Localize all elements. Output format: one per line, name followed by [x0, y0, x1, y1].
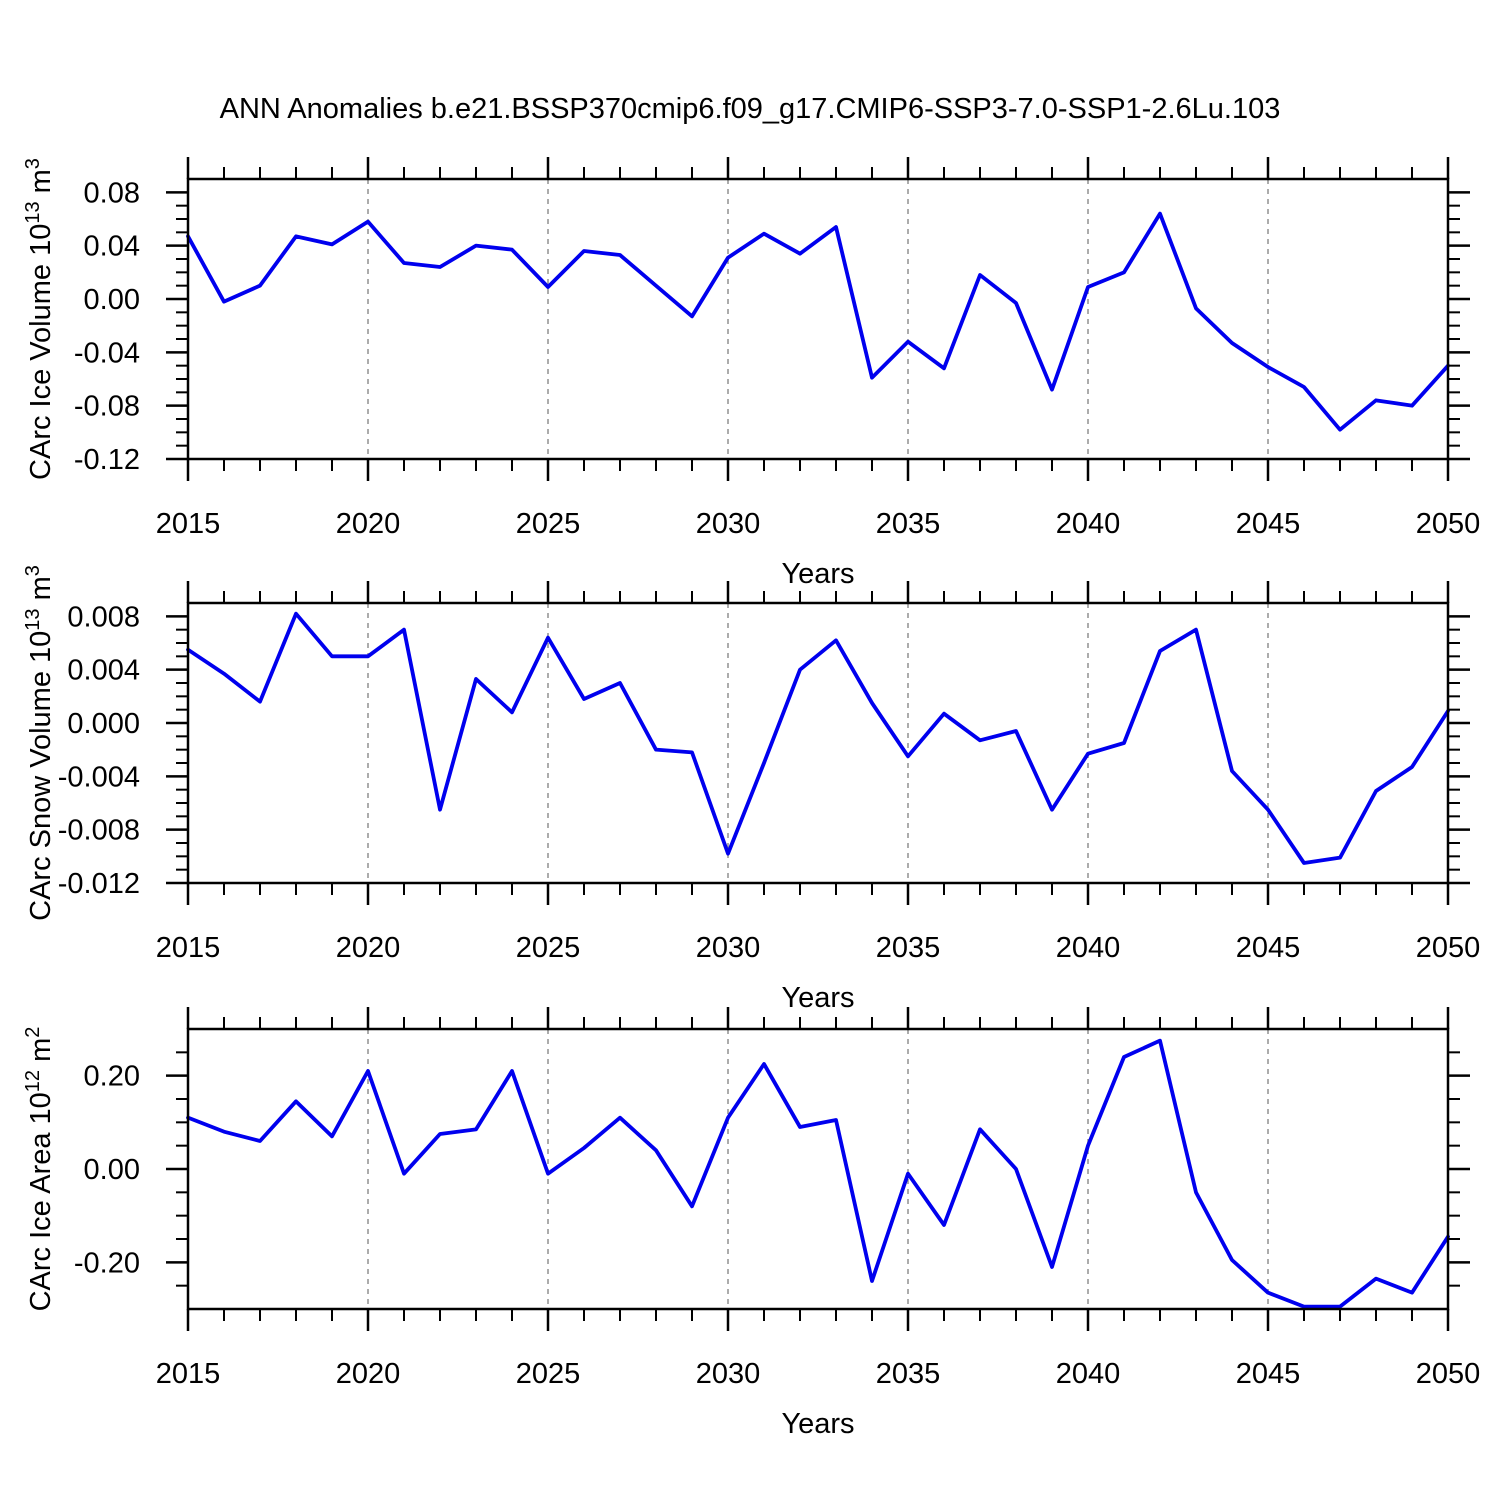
x-tick-label: 2025: [516, 508, 581, 540]
x-tick-label: 2020: [336, 932, 401, 964]
x-tick-label: 2020: [336, 508, 401, 540]
y-tick-label: -0.008: [58, 815, 140, 847]
x-tick-label: 2015: [156, 508, 221, 540]
x-tick-label: 2020: [336, 1358, 401, 1390]
panels-group: 0.08 0.04 0.00 -0.04 -0.08 -0.12 2015 2020 2025 2…: [22, 157, 1480, 1440]
y-axis-title: CArc Ice Volume 1013 m3: [22, 158, 57, 480]
x-tick-label: 2050: [1416, 932, 1481, 964]
y-tick-label: -0.08: [74, 391, 140, 423]
x-tick-label: 2045: [1236, 932, 1301, 964]
ice-volume-line: [186, 211, 1450, 432]
x-tick-label: 2025: [516, 932, 581, 964]
y-tick-label: -0.12: [74, 444, 140, 476]
x-tick-label: 2030: [696, 1358, 761, 1390]
plot-frame: [186, 601, 1450, 885]
y-axis-title: CArc Snow Volume 1013 m3: [22, 565, 57, 921]
y-tick-label: -0.012: [58, 868, 140, 900]
x-axis-title: Years: [781, 558, 854, 590]
x-tick-label: 2025: [516, 1358, 581, 1390]
y-tick-label: -0.004: [58, 761, 140, 793]
x-tick-label: 2030: [696, 508, 761, 540]
x-tick-label: 2045: [1236, 508, 1301, 540]
figure-title: ANN Anomalies b.e21.BSSP370cmip6.f09_g17…: [220, 93, 1281, 125]
y-axis-title: CArc Ice Area 1012 m2: [22, 1027, 57, 1312]
y-tick-label: 0.008: [67, 601, 140, 633]
x-tick-label: 2035: [876, 508, 941, 540]
x-tick-label: 2030: [696, 932, 761, 964]
panel-ice-area: 0.20 0.00 -0.20 2015 2020 2025 2030 2035 2040 204…: [22, 1007, 1480, 1440]
x-tick-label: 2035: [876, 932, 941, 964]
snow-volume-line: [186, 611, 1450, 865]
x-tick-label: 2045: [1236, 1358, 1301, 1390]
x-tick-label: 2015: [156, 932, 221, 964]
y-tick-label: -0.04: [74, 337, 140, 369]
ice-area-line: [186, 1038, 1450, 1309]
panel-ice-volume: 0.08 0.04 0.00 -0.04 -0.08 -0.12 2015 2020 2025 2…: [22, 157, 1480, 590]
x-tick-label: 2050: [1416, 508, 1481, 540]
x-tick-label: 2035: [876, 1358, 941, 1390]
y-tick-label: 0.00: [84, 284, 140, 316]
y-tick-label: 0.000: [67, 708, 140, 740]
x-tick-label: 2040: [1056, 932, 1121, 964]
y-tick-label: 0.20: [84, 1061, 140, 1093]
panel-snow-volume: 0.008 0.004 0.000 -0.004 -0.008 -0.012 2015 202…: [22, 565, 1480, 1014]
x-tick-label: 2040: [1056, 508, 1121, 540]
y-tick-label: 0.08: [84, 177, 140, 209]
y-tick-label: -0.20: [74, 1247, 140, 1279]
x-axis-title: Years: [781, 982, 854, 1014]
x-tick-label: 2040: [1056, 1358, 1121, 1390]
y-tick-label: 0.004: [67, 655, 140, 687]
x-tick-label: 2050: [1416, 1358, 1481, 1390]
plot-frame: [186, 177, 1450, 461]
x-tick-label: 2015: [156, 1358, 221, 1390]
y-tick-label: 0.00: [84, 1154, 140, 1186]
y-tick-label: 0.04: [84, 231, 140, 263]
x-axis-title: Years: [781, 1408, 854, 1440]
